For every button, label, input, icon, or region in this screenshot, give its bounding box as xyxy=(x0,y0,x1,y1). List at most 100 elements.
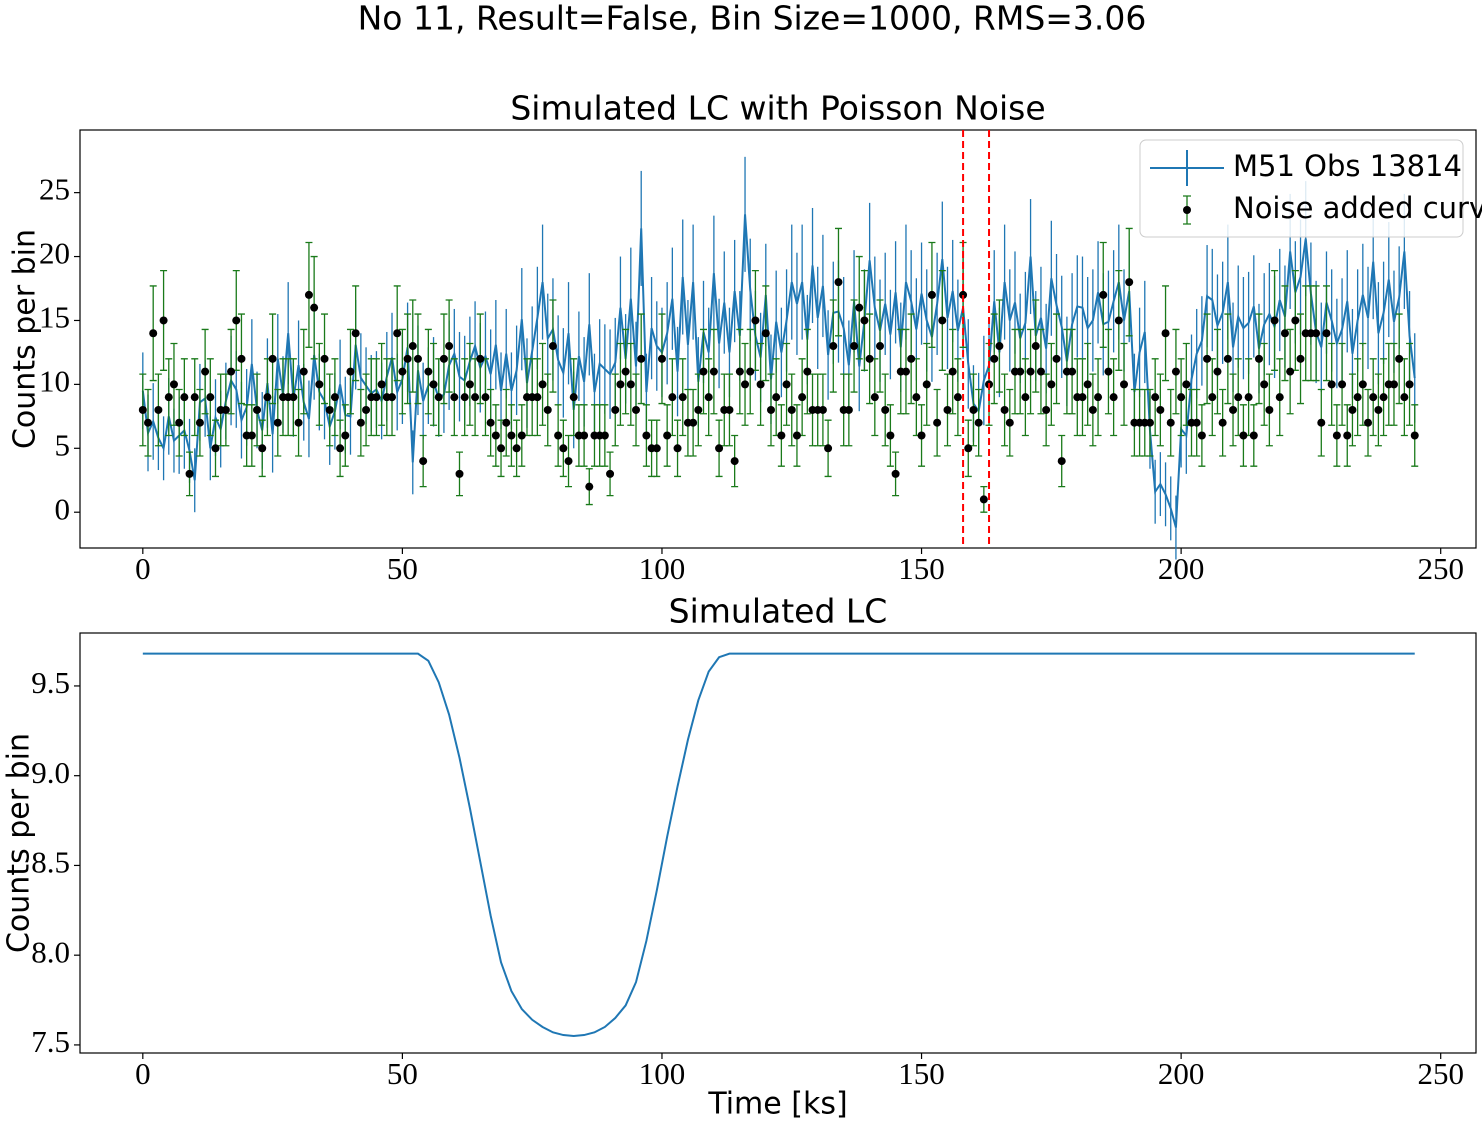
data-point xyxy=(600,431,609,440)
data-point xyxy=(149,329,158,338)
data-point xyxy=(663,431,672,440)
data-point xyxy=(1317,418,1326,427)
data-point xyxy=(1166,418,1175,427)
y-axis-label: Counts per bin xyxy=(8,229,43,449)
data-point xyxy=(413,354,422,363)
data-point xyxy=(1286,367,1295,376)
data-point xyxy=(185,469,194,478)
data-point xyxy=(299,367,308,376)
data-point xyxy=(787,405,796,414)
data-point xyxy=(424,367,433,376)
data-point xyxy=(554,431,563,440)
data-point xyxy=(1047,380,1056,389)
plot-frame xyxy=(79,129,1477,549)
data-point xyxy=(756,380,765,389)
y-tick-label: 0 xyxy=(55,491,71,526)
data-point xyxy=(1405,380,1414,389)
data-point xyxy=(227,367,236,376)
data-point xyxy=(1203,354,1212,363)
data-point xyxy=(502,418,511,427)
y-tick-label: 20 xyxy=(39,236,70,271)
data-point xyxy=(969,405,978,414)
data-point xyxy=(860,316,869,325)
data-point xyxy=(1192,418,1201,427)
data-point xyxy=(497,444,506,453)
data-point xyxy=(439,354,448,363)
data-point xyxy=(990,354,999,363)
data-point xyxy=(1379,393,1388,402)
data-point xyxy=(289,393,298,402)
data-point xyxy=(792,431,801,440)
data-point xyxy=(403,354,412,363)
data-point xyxy=(450,393,459,402)
data-point xyxy=(1005,418,1014,427)
data-point xyxy=(1338,380,1347,389)
data-point xyxy=(1353,393,1362,402)
y-tick-label: 8.0 xyxy=(31,934,70,969)
data-point xyxy=(844,405,853,414)
data-point xyxy=(1270,316,1279,325)
data-point xyxy=(1260,380,1269,389)
data-point xyxy=(1223,354,1232,363)
data-point xyxy=(1161,329,1170,338)
data-point xyxy=(445,342,454,351)
data-point xyxy=(1280,329,1289,338)
chart-title: Simulated LC xyxy=(669,592,888,631)
data-point xyxy=(1410,431,1419,440)
data-point xyxy=(1026,367,1035,376)
data-point xyxy=(1052,354,1061,363)
data-point xyxy=(180,393,189,402)
data-point xyxy=(1275,393,1284,402)
data-point xyxy=(953,393,962,402)
data-point xyxy=(315,380,324,389)
data-point xyxy=(1239,431,1248,440)
x-tick-label: 200 xyxy=(1158,551,1205,586)
data-point xyxy=(626,380,635,389)
y-tick-label: 5 xyxy=(55,427,71,462)
data-point xyxy=(476,354,485,363)
data-point xyxy=(429,380,438,389)
data-point xyxy=(959,290,968,299)
data-point xyxy=(979,495,988,504)
legend-label: Noise added curve xyxy=(1233,191,1482,225)
data-point xyxy=(891,469,900,478)
data-point xyxy=(606,469,615,478)
x-axis-label: Time [ks] xyxy=(707,1087,847,1122)
data-point xyxy=(1374,405,1383,414)
data-point xyxy=(1057,457,1066,466)
data-point xyxy=(294,418,303,427)
x-tick-label: 150 xyxy=(898,1056,945,1091)
data-point xyxy=(460,393,469,402)
data-point xyxy=(741,380,750,389)
data-point xyxy=(1208,393,1217,402)
data-point xyxy=(1327,380,1336,389)
data-point xyxy=(912,393,921,402)
data-point xyxy=(611,405,620,414)
data-point xyxy=(1120,380,1129,389)
data-point xyxy=(1348,405,1357,414)
data-point xyxy=(393,329,402,338)
data-point xyxy=(585,482,594,491)
data-point xyxy=(1312,329,1321,338)
data-point xyxy=(1036,367,1045,376)
y-tick-label: 9.0 xyxy=(31,755,70,790)
data-point xyxy=(190,393,199,402)
data-point xyxy=(247,431,256,440)
data-point xyxy=(1369,393,1378,402)
data-point xyxy=(1042,405,1051,414)
data-point xyxy=(943,405,952,414)
data-point xyxy=(1171,367,1180,376)
y-tick-label: 15 xyxy=(39,300,70,335)
data-point xyxy=(206,393,215,402)
data-point xyxy=(273,418,282,427)
data-point xyxy=(346,367,355,376)
data-point xyxy=(362,405,371,414)
data-point xyxy=(465,380,474,389)
data-point xyxy=(1343,431,1352,440)
data-point xyxy=(974,418,983,427)
data-point xyxy=(616,380,625,389)
x-tick-label: 0 xyxy=(135,551,151,586)
data-point xyxy=(169,380,178,389)
data-point xyxy=(1296,354,1305,363)
data-point xyxy=(330,393,339,402)
